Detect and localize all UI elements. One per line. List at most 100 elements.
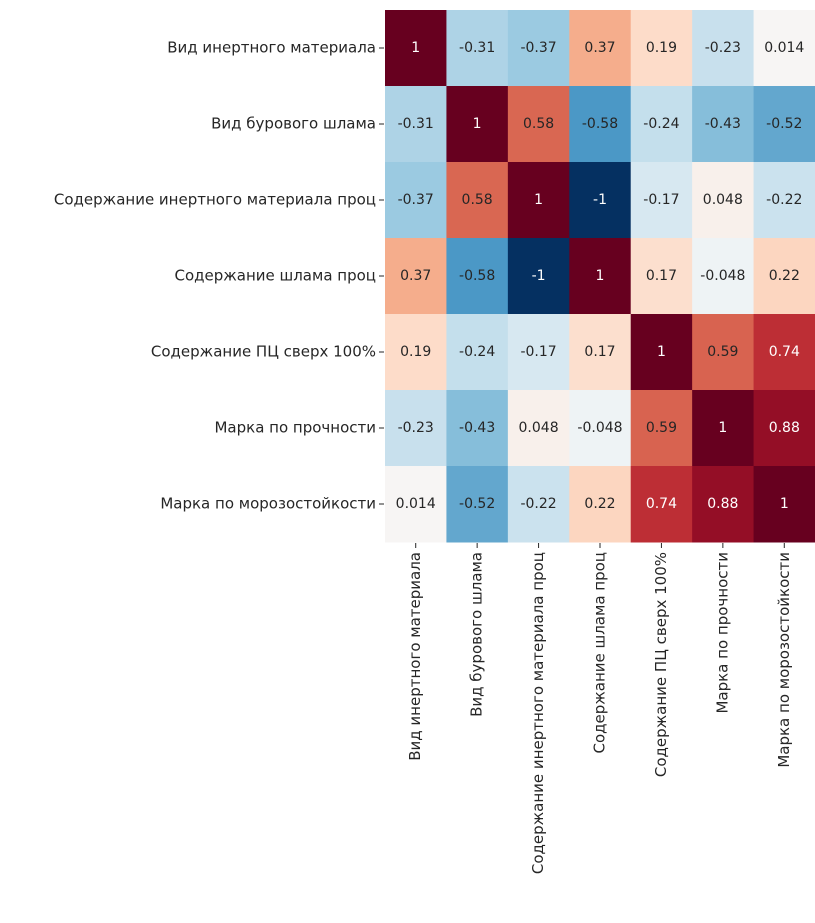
cell-label: -0.43	[459, 420, 495, 436]
heatmap-cell	[692, 466, 755, 543]
heatmap-cell	[385, 86, 447, 163]
heatmap-cell	[507, 10, 570, 87]
heatmap-cell	[753, 86, 815, 163]
cell-label: 0.014	[764, 40, 804, 56]
heatmap-cell	[630, 162, 693, 239]
heatmap-cell	[692, 238, 755, 315]
y-tick-label: Марка по прочности	[214, 419, 376, 437]
x-tick-label: Марка по прочности	[713, 552, 731, 714]
heatmap-cell	[753, 390, 815, 467]
heatmap-cell	[385, 238, 447, 315]
heatmap-cell	[385, 390, 447, 467]
heatmap-cell	[692, 314, 755, 391]
cell-label: 1	[411, 40, 420, 56]
y-tick-label: Вид бурового шлама	[211, 115, 376, 133]
heatmap-cell	[753, 238, 815, 315]
cell-label: -0.048	[577, 420, 622, 436]
heatmap-cell	[446, 162, 509, 239]
heatmap-cell	[446, 314, 509, 391]
heatmap-cell	[692, 390, 755, 467]
heatmap-cell	[507, 162, 570, 239]
cell-label: -0.52	[766, 116, 802, 132]
cell-label: 0.74	[646, 496, 677, 512]
cell-label: 0.048	[703, 192, 743, 208]
x-tick-label: Содержание инертного материала проц	[529, 552, 547, 874]
cell-label: 1	[718, 420, 727, 436]
cell-label: 0.58	[523, 116, 554, 132]
cell-label: 0.014	[396, 496, 436, 512]
heatmap-cell	[446, 390, 509, 467]
heatmap-cell	[446, 466, 509, 543]
y-tick-label: Содержание шлама проц	[174, 267, 376, 285]
x-tick-label: Марка по морозостойкости	[775, 552, 793, 768]
cell-label: 1	[473, 116, 482, 132]
cell-label: -1	[593, 192, 607, 208]
cell-label: -0.23	[705, 40, 741, 56]
heatmap-cell	[753, 10, 815, 87]
y-tick-label: Вид инертного материала	[167, 39, 376, 57]
heatmap-cell	[507, 390, 570, 467]
heatmap-cell	[569, 10, 632, 87]
cell-label: 0.17	[646, 268, 677, 284]
heatmap-cell	[630, 390, 693, 467]
heatmap-cell	[630, 238, 693, 315]
heatmap-cell	[753, 466, 815, 543]
cell-label: 0.59	[646, 420, 677, 436]
cell-label: 1	[596, 268, 605, 284]
cell-label: 0.048	[519, 420, 559, 436]
cell-label: -0.58	[459, 268, 495, 284]
cell-label: -0.37	[398, 192, 434, 208]
cell-label: 0.58	[462, 192, 493, 208]
cell-label: 0.74	[769, 344, 800, 360]
heatmap-cell	[507, 86, 570, 163]
heatmap-cell	[630, 314, 693, 391]
cell-label: -0.22	[520, 496, 556, 512]
cell-label: -0.17	[643, 192, 679, 208]
x-tick-label: Содержание шлама проц	[591, 552, 609, 754]
cell-label: 1	[657, 344, 666, 360]
cell-label: 1	[534, 192, 543, 208]
cell-label: -0.31	[398, 116, 434, 132]
heatmap-cell	[630, 466, 693, 543]
heatmap-cell	[385, 10, 447, 87]
cell-label: 1	[780, 496, 789, 512]
heatmap-cell	[692, 162, 755, 239]
cell-label: 0.88	[769, 420, 800, 436]
cell-label: -0.52	[459, 496, 495, 512]
heatmap-cell	[446, 10, 509, 87]
heatmap-cell	[446, 238, 509, 315]
y-tick-label: Содержание инертного материала проц	[54, 191, 376, 209]
heatmap-cell	[569, 466, 632, 543]
cell-label: 0.19	[400, 344, 431, 360]
heatmap-cell	[630, 10, 693, 87]
cell-label: -0.048	[700, 268, 745, 284]
cell-label: 0.17	[584, 344, 615, 360]
heatmap-cell	[569, 390, 632, 467]
heatmap-cell	[385, 162, 447, 239]
x-tick-label: Вид инертного материала	[406, 552, 424, 761]
heatmap-cell	[692, 86, 755, 163]
cell-label: 0.37	[400, 268, 431, 284]
heatmap-cell	[753, 162, 815, 239]
cell-label: 0.19	[646, 40, 677, 56]
cell-label: 0.22	[769, 268, 800, 284]
cell-label: -1	[532, 268, 546, 284]
heatmap-cell	[446, 86, 509, 163]
cell-label: -0.24	[459, 344, 495, 360]
heatmap-cell	[569, 238, 632, 315]
heatmap-cell	[630, 86, 693, 163]
x-tick-label: Содержание ПЦ сверх 100%	[652, 552, 670, 777]
cell-label: -0.17	[520, 344, 556, 360]
heatmap-cell	[569, 86, 632, 163]
cell-label: -0.58	[582, 116, 618, 132]
y-tick-label: Марка по морозостойкости	[160, 495, 376, 513]
cell-label: -0.43	[705, 116, 741, 132]
cell-label: 0.37	[584, 40, 615, 56]
heatmap-cell	[569, 162, 632, 239]
heatmap-cell	[385, 466, 447, 543]
heatmap-cell	[507, 466, 570, 543]
heatmap-cell	[507, 314, 570, 391]
cell-label: 0.59	[707, 344, 738, 360]
cell-label: -0.37	[520, 40, 556, 56]
